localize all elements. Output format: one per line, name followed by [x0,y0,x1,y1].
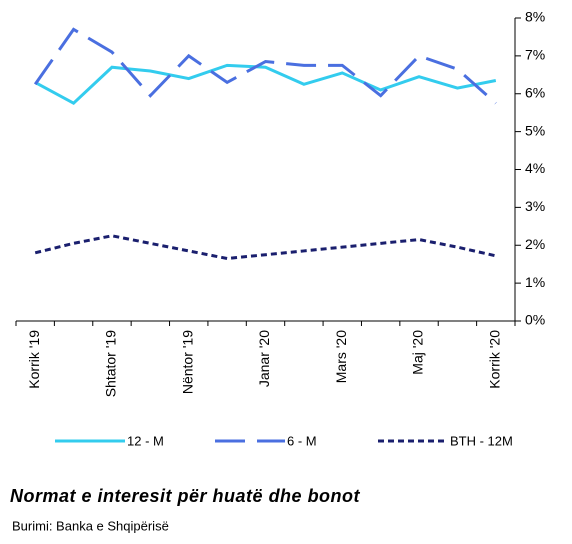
legend-label: BTH - 12M [450,433,513,448]
x-tick-label: Nëntor '19 [179,330,195,394]
chart-subtitle: Burimi: Banka e Shqipërisë [12,518,169,533]
y-tick-label: 2% [525,236,545,252]
y-tick-label: 1% [525,274,545,290]
x-tick-label: Korrik '19 [26,330,42,389]
x-tick-label: Janar '20 [256,330,272,387]
y-tick-label: 5% [525,122,545,138]
series-line [34,234,497,261]
series-line [34,63,497,106]
chart-title: Normat e interesit për huatë dhe bonot [10,486,361,506]
x-tick-label: Maj '20 [410,330,426,375]
x-tick-label: Shtator '19 [103,330,119,397]
series-line [33,27,497,105]
y-tick-label: 8% [525,9,545,25]
x-tick-label: Mars '20 [333,330,349,383]
y-tick-label: 0% [525,312,545,328]
y-tick-label: 4% [525,160,545,176]
legend-label: 6 - M [287,433,317,448]
y-tick-label: 7% [525,47,545,63]
y-tick-label: 3% [525,198,545,214]
x-tick-label: Korrik '20 [487,330,503,389]
y-tick-label: 6% [525,84,545,100]
legend-label: 12 - M [127,433,164,448]
